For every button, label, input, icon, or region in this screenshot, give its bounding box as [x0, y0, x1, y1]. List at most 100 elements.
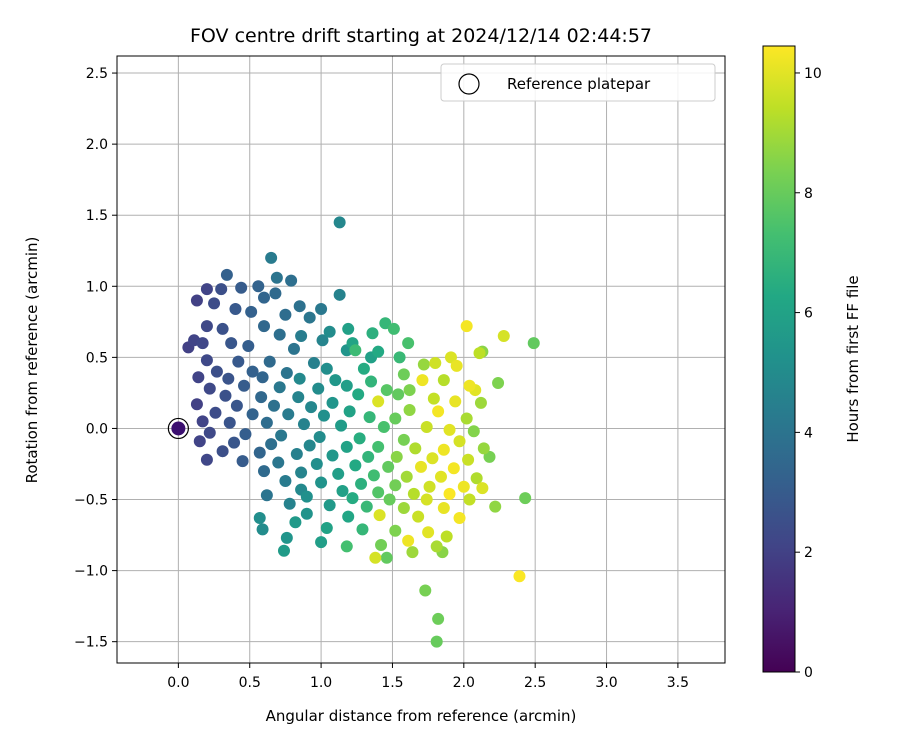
data-point	[282, 408, 295, 421]
data-point	[497, 330, 510, 343]
data-point	[220, 268, 233, 281]
data-point	[239, 428, 252, 441]
data-point	[246, 365, 259, 378]
data-point	[423, 480, 436, 493]
data-point	[192, 371, 205, 384]
data-point	[434, 470, 447, 483]
data-point	[196, 415, 209, 428]
x-tick-label: 0.0	[167, 675, 189, 691]
data-point	[258, 465, 271, 478]
colorbar: 0 2 4 6 8 10 Hours from first FF file	[762, 45, 862, 681]
y-tick-label: 0.5	[86, 350, 108, 366]
data-point	[372, 486, 385, 499]
data-point	[265, 438, 278, 451]
data-point	[367, 469, 380, 482]
data-point	[333, 216, 346, 229]
data-point	[356, 523, 369, 536]
y-axis-label: Rotation from reference (arcmin)	[23, 237, 41, 484]
data-point	[230, 399, 243, 412]
data-point	[215, 283, 228, 296]
x-tick-label: 3.5	[667, 675, 689, 691]
data-point	[295, 466, 308, 479]
data-point	[366, 327, 379, 340]
data-point	[397, 433, 410, 446]
data-point	[208, 297, 221, 310]
data-point	[343, 405, 356, 418]
data-point	[275, 429, 288, 442]
data-point	[323, 325, 336, 338]
data-point	[246, 408, 259, 421]
data-point	[223, 416, 236, 429]
data-point	[360, 500, 373, 513]
data-point	[305, 401, 318, 414]
data-point	[432, 405, 445, 418]
data-point	[253, 512, 266, 525]
data-point	[513, 570, 526, 583]
data-point	[483, 450, 496, 463]
data-point	[377, 421, 390, 434]
data-point	[342, 510, 355, 523]
data-point	[340, 379, 353, 392]
data-point	[310, 457, 323, 470]
data-point	[270, 271, 283, 284]
data-point	[219, 389, 232, 402]
data-point	[383, 493, 396, 506]
data-point	[519, 492, 532, 505]
data-point	[476, 482, 489, 495]
data-point	[316, 334, 329, 347]
colorbar-gradient	[762, 45, 796, 673]
data-point	[235, 281, 248, 294]
data-point	[349, 344, 362, 357]
data-point	[200, 320, 213, 333]
data-point	[317, 409, 330, 422]
data-point	[426, 452, 439, 465]
data-point	[467, 425, 480, 438]
data-point	[389, 412, 402, 425]
data-point	[380, 384, 393, 397]
data-point	[387, 322, 400, 335]
data-point	[355, 477, 368, 490]
data-point	[290, 448, 303, 461]
data-point	[422, 526, 435, 539]
data-point	[489, 500, 502, 513]
chart-title: FOV centre drift starting at 2024/12/14 …	[190, 25, 652, 47]
data-point	[349, 459, 362, 472]
x-tick-label: 1.0	[310, 675, 332, 691]
data-point	[380, 551, 393, 564]
data-point	[402, 534, 415, 547]
data-point	[252, 280, 265, 293]
data-point	[443, 487, 456, 500]
data-point	[357, 362, 370, 375]
data-point	[222, 372, 235, 385]
data-point	[382, 460, 395, 473]
data-point	[463, 493, 476, 506]
data-point	[200, 283, 213, 296]
data-point	[313, 430, 326, 443]
data-point	[326, 449, 339, 462]
data-point	[474, 396, 487, 409]
data-point	[329, 374, 342, 387]
y-tick-label: −0.5	[74, 493, 108, 509]
data-point	[255, 391, 268, 404]
legend-label-reference: Reference platepar	[507, 75, 651, 93]
data-point	[295, 330, 308, 343]
data-point	[392, 388, 405, 401]
data-point	[232, 355, 245, 368]
data-point	[372, 440, 385, 453]
data-point	[238, 379, 251, 392]
data-point	[279, 308, 292, 321]
colorbar-label: Hours from first FF file	[844, 275, 862, 442]
data-point	[369, 551, 382, 564]
legend: Reference platepar	[440, 63, 716, 102]
y-tick-label: 0.0	[86, 421, 108, 437]
data-point	[277, 544, 290, 557]
data-point	[315, 476, 328, 489]
data-point	[236, 455, 249, 468]
data-point	[409, 442, 422, 455]
data-point	[473, 347, 486, 360]
data-point	[265, 251, 278, 264]
data-point	[430, 635, 443, 648]
data-point	[373, 509, 386, 522]
data-point	[420, 421, 433, 434]
